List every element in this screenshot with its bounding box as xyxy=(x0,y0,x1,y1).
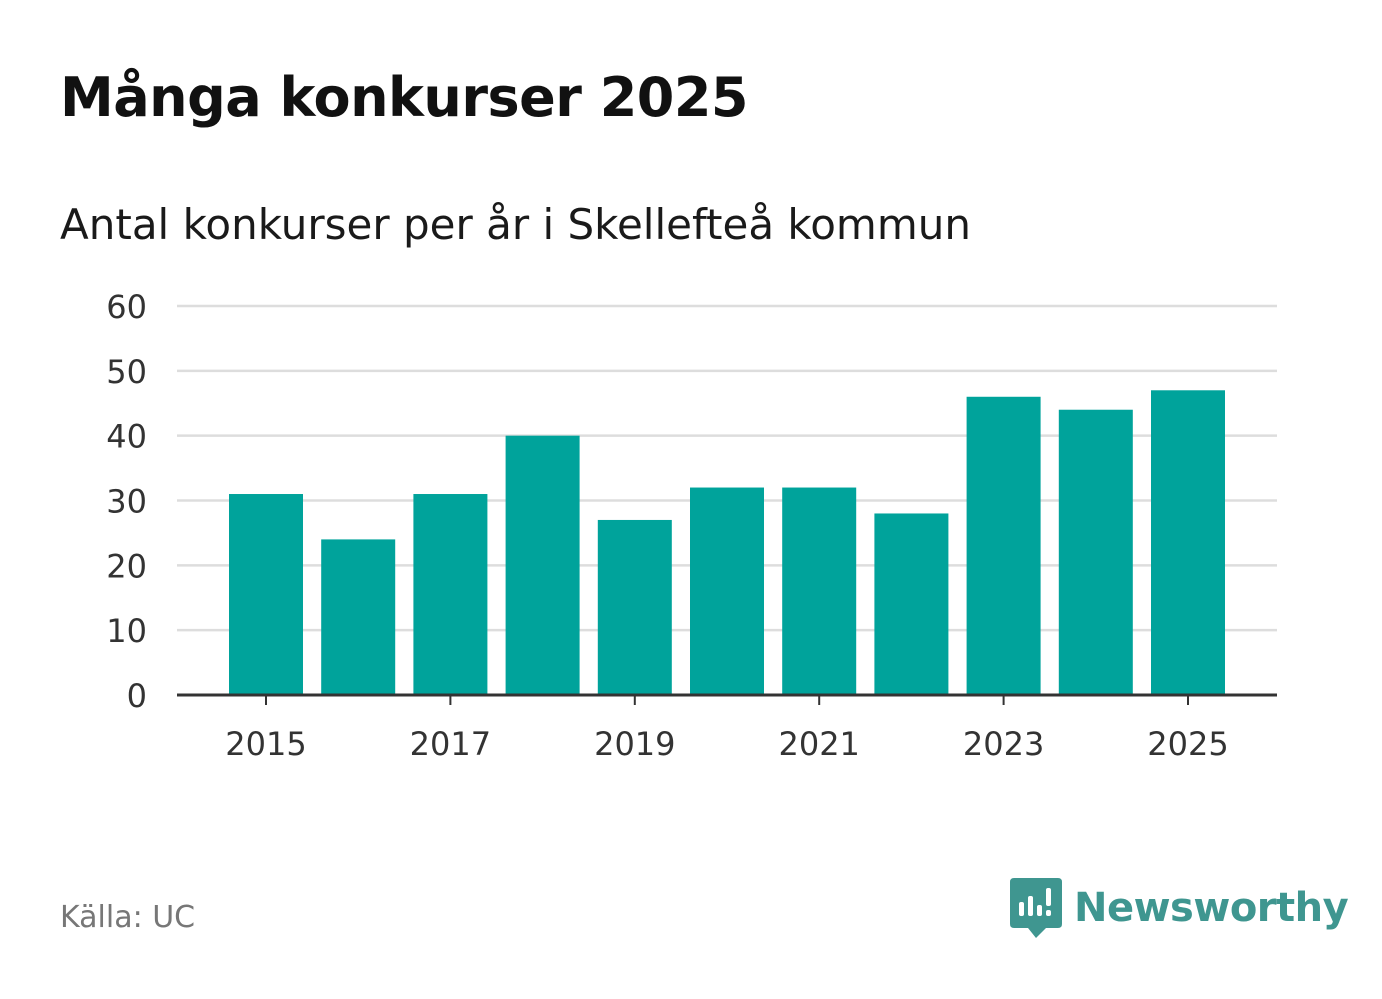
axes xyxy=(177,693,1277,705)
x-tick-label: 2015 xyxy=(225,725,306,763)
x-tick-label: 2021 xyxy=(778,725,859,763)
x-tick-label: 2023 xyxy=(963,725,1044,763)
chart-subtitle: Antal konkurser per år i Skellefteå komm… xyxy=(60,200,971,249)
bar-2015 xyxy=(229,494,303,695)
x-tick-label: 2019 xyxy=(594,725,675,763)
brand-name: Newsworthy xyxy=(1074,885,1349,931)
bar-2023 xyxy=(966,396,1041,695)
y-tick-label: 0 xyxy=(127,677,147,715)
y-tick-label: 40 xyxy=(106,418,147,456)
source-note: Källa: UC xyxy=(60,900,196,935)
y-tick-label: 20 xyxy=(106,547,147,585)
newsworthy-logo-icon xyxy=(1010,878,1062,938)
bar-2017 xyxy=(413,494,488,695)
bar-2021 xyxy=(782,487,857,695)
chart-title: Många konkurser 2025 xyxy=(60,66,749,129)
bar-2019 xyxy=(597,519,672,695)
bar-2025 xyxy=(1151,390,1225,695)
tick-labels: 0 10 20 30 40 50 60 2015 2017 2019 2021 2023 2025 xyxy=(106,288,1228,763)
bar-2024 xyxy=(1058,409,1133,695)
bars xyxy=(229,390,1225,695)
brand-logo: Newsworthy xyxy=(1010,878,1349,938)
bar-2016 xyxy=(321,539,396,695)
y-tick-label: 30 xyxy=(106,483,147,521)
bar-2022 xyxy=(874,513,949,695)
bar-2020 xyxy=(690,487,764,695)
y-tick-label: 60 xyxy=(106,288,147,326)
x-tick-label: 2017 xyxy=(410,725,491,763)
y-tick-label: 10 xyxy=(106,612,147,650)
y-tick-label: 50 xyxy=(106,353,147,391)
bar-2018 xyxy=(505,435,580,695)
x-tick-label: 2025 xyxy=(1147,725,1228,763)
